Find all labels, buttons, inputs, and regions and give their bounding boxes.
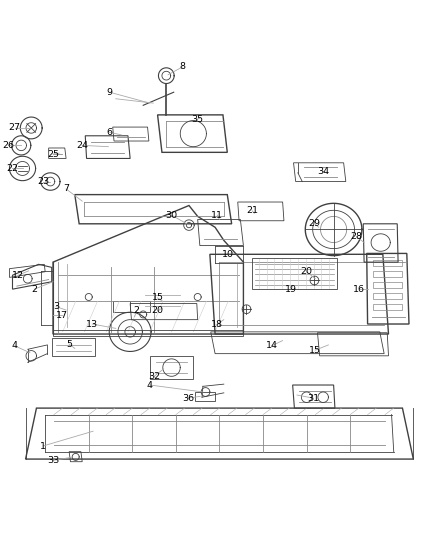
Text: 23: 23 [37,177,49,186]
Text: 2: 2 [31,285,37,294]
Text: 15: 15 [152,293,163,302]
Text: 6: 6 [107,128,113,137]
Text: 36: 36 [182,393,194,402]
Text: 19: 19 [285,285,297,294]
Text: 14: 14 [266,341,278,350]
Text: 4: 4 [147,381,153,390]
Text: 16: 16 [353,285,365,294]
Text: 26: 26 [2,141,14,150]
Text: 20: 20 [300,267,313,276]
Text: 31: 31 [307,393,319,402]
Text: 21: 21 [246,206,258,215]
Text: 28: 28 [351,232,363,241]
Text: 18: 18 [211,319,223,328]
Bar [252,258,337,289]
Text: 24: 24 [76,141,88,150]
Text: 2: 2 [134,306,140,316]
Text: 12: 12 [12,271,24,280]
Text: 10: 10 [222,250,234,259]
Text: 8: 8 [180,62,185,71]
Text: 13: 13 [86,319,98,328]
Text: 27: 27 [9,124,21,132]
Text: 9: 9 [107,88,113,96]
Bar [373,260,403,266]
Bar [373,282,403,288]
Text: 7: 7 [63,184,69,193]
Text: 11: 11 [211,211,223,220]
Text: 34: 34 [317,167,329,176]
Text: 3: 3 [53,302,59,311]
Text: 29: 29 [308,219,321,228]
Text: 25: 25 [47,150,59,159]
Bar [373,271,403,277]
Text: 32: 32 [148,372,160,381]
Text: 22: 22 [7,164,18,173]
Text: 20: 20 [152,306,163,316]
Text: 1: 1 [40,441,46,450]
Bar [373,293,403,299]
Text: 33: 33 [47,456,59,465]
Text: 4: 4 [12,341,18,350]
Text: 30: 30 [166,211,177,220]
Text: 17: 17 [56,311,68,320]
Text: 15: 15 [309,346,321,354]
Text: 35: 35 [191,115,203,124]
Text: 5: 5 [66,340,72,349]
Bar [373,303,403,310]
